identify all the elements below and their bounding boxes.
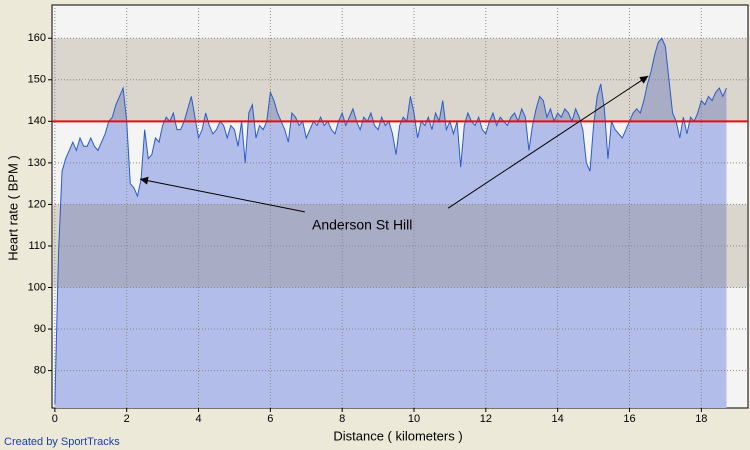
x-tick-label: 2 <box>124 413 130 425</box>
y-axis-label: Heart rate ( BPM ) <box>5 155 20 260</box>
y-tick-label: 150 <box>28 74 46 86</box>
y-tick-label: 80 <box>34 365 46 377</box>
x-tick-label: 4 <box>195 413 201 425</box>
x-tick-label: 8 <box>339 413 345 425</box>
x-tick-label: 0 <box>52 413 58 425</box>
x-tick-label: 12 <box>480 413 492 425</box>
x-tick-label: 6 <box>267 413 273 425</box>
y-tick-label: 160 <box>28 32 46 44</box>
area-fill <box>54 38 727 408</box>
x-tick-label: 14 <box>552 413 564 425</box>
y-tick-label: 90 <box>34 323 46 335</box>
x-tick-label: 10 <box>408 413 420 425</box>
y-tick-label: 140 <box>28 115 46 127</box>
credit: Created by SportTracks <box>4 436 120 448</box>
plot-layer: Anderson St Hill <box>52 5 748 408</box>
heart-rate-line <box>54 37 727 404</box>
x-axis-label: Distance ( kilometers ) <box>333 428 462 443</box>
annotation-arrow <box>139 176 305 213</box>
x-tick-label: 16 <box>623 413 635 425</box>
y-tick-label: 100 <box>28 281 46 293</box>
x-tick-label: 18 <box>695 413 707 425</box>
y-tick-label: 110 <box>28 240 46 252</box>
y-tick-label: 120 <box>28 198 46 210</box>
annotation-text: Anderson St Hill <box>312 217 412 233</box>
y-tick-label: 130 <box>28 157 46 169</box>
annotation-arrow <box>447 75 649 209</box>
